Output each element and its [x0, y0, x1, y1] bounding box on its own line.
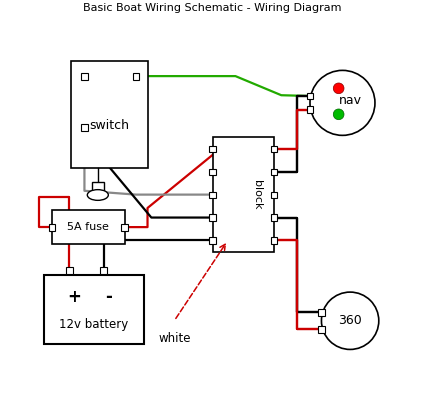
Text: +: +: [67, 288, 81, 306]
Bar: [271, 192, 277, 198]
Bar: [133, 73, 139, 80]
Bar: [92, 182, 104, 191]
Bar: [81, 124, 88, 131]
Bar: [71, 61, 147, 168]
Text: nav: nav: [339, 94, 362, 108]
Bar: [210, 214, 215, 221]
Text: switch: switch: [89, 118, 129, 132]
Bar: [318, 326, 325, 333]
Bar: [48, 224, 55, 230]
Text: 12v battery: 12v battery: [60, 318, 129, 331]
Text: 360: 360: [338, 314, 362, 327]
Bar: [210, 237, 215, 244]
Bar: [66, 267, 73, 274]
Bar: [306, 106, 313, 113]
Bar: [210, 192, 215, 198]
Title: Basic Boat Wiring Schematic - Wiring Diagram: Basic Boat Wiring Schematic - Wiring Dia…: [83, 3, 342, 13]
Bar: [210, 146, 215, 152]
Text: block: block: [252, 180, 261, 209]
Bar: [271, 146, 277, 152]
Text: -: -: [105, 288, 112, 306]
Bar: [271, 214, 277, 221]
Text: white: white: [158, 332, 190, 345]
Bar: [44, 275, 144, 344]
Bar: [212, 137, 274, 252]
Bar: [81, 73, 88, 80]
Circle shape: [333, 83, 344, 94]
Circle shape: [333, 109, 344, 120]
Text: 5A fuse: 5A fuse: [67, 222, 109, 232]
Bar: [306, 92, 313, 100]
Bar: [100, 267, 108, 274]
Ellipse shape: [87, 190, 108, 200]
Bar: [52, 210, 125, 244]
Bar: [271, 237, 277, 244]
Circle shape: [321, 292, 379, 350]
Bar: [121, 224, 128, 230]
Bar: [210, 168, 215, 175]
Bar: [271, 168, 277, 175]
Circle shape: [310, 70, 375, 135]
Bar: [318, 309, 325, 316]
